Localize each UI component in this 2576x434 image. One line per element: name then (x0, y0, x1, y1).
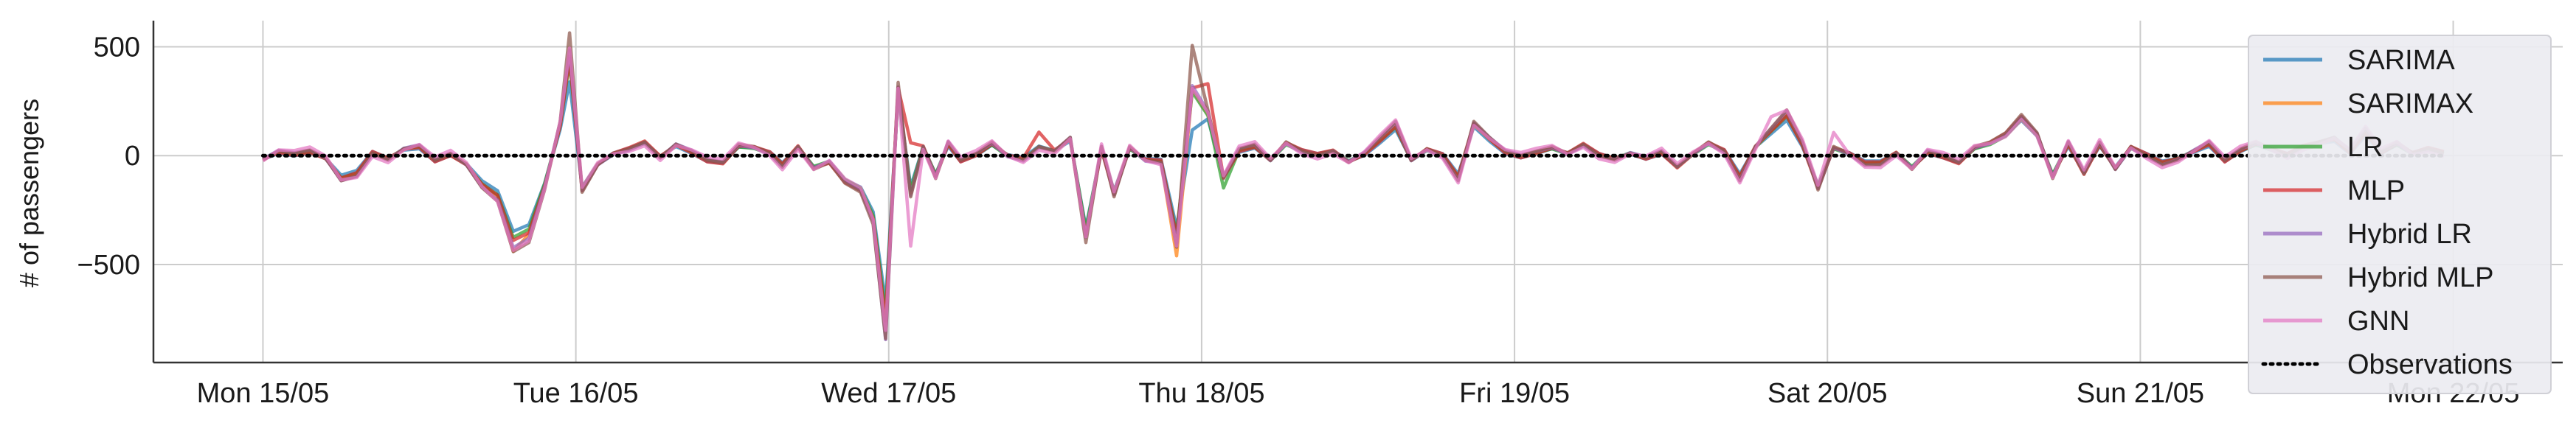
legend-box (2248, 35, 2552, 394)
x-tick-label: Sun 21/05 (2077, 378, 2204, 409)
tick-labels: Mon 15/05 Tue 16/05 Wed 17/05 Thu 18/05 Fri … (77, 32, 2519, 409)
y-tick-label: −500 (77, 250, 140, 281)
x-tick-label: Tue 16/05 (513, 378, 639, 409)
legend-label: GNN (2347, 306, 2409, 337)
legend: SARIMA SARIMAX LR MLP Hybrid LR Hybrid MLP GNN… (2248, 35, 2552, 394)
legend-label: Hybrid LR (2347, 219, 2472, 250)
series-line-hybrid-mlp (262, 31, 2445, 340)
legend-label: SARIMAX (2347, 88, 2473, 119)
y-axis-label: # of passengers (14, 99, 44, 287)
series-line-hybrid-lr (262, 49, 2445, 342)
x-tick-label: Sat 20/05 (1767, 378, 1888, 409)
x-tick-label: Mon 15/05 (197, 378, 330, 409)
x-tick-label: Wed 17/05 (821, 378, 956, 409)
series-line-sarima (262, 80, 2445, 305)
legend-label: MLP (2347, 175, 2405, 206)
y-tick-label: 500 (94, 32, 140, 63)
axes (152, 21, 2563, 364)
y-tick-label: 0 (125, 141, 140, 172)
x-tick-label: Fri 19/05 (1459, 378, 1570, 409)
series-lines (262, 31, 2445, 342)
legend-label: Observations (2347, 349, 2513, 380)
series-line-sarimax (262, 55, 2445, 323)
legend-label: Hybrid MLP (2347, 262, 2494, 293)
series-line-lr (262, 60, 2445, 315)
series-line-gnn (262, 46, 2445, 332)
x-tick-label: Thu 18/05 (1138, 378, 1264, 409)
series-line-mlp (262, 57, 2445, 323)
grid-lines (153, 21, 2563, 363)
legend-label: SARIMA (2347, 45, 2455, 76)
legend-label: LR (2347, 132, 2383, 163)
